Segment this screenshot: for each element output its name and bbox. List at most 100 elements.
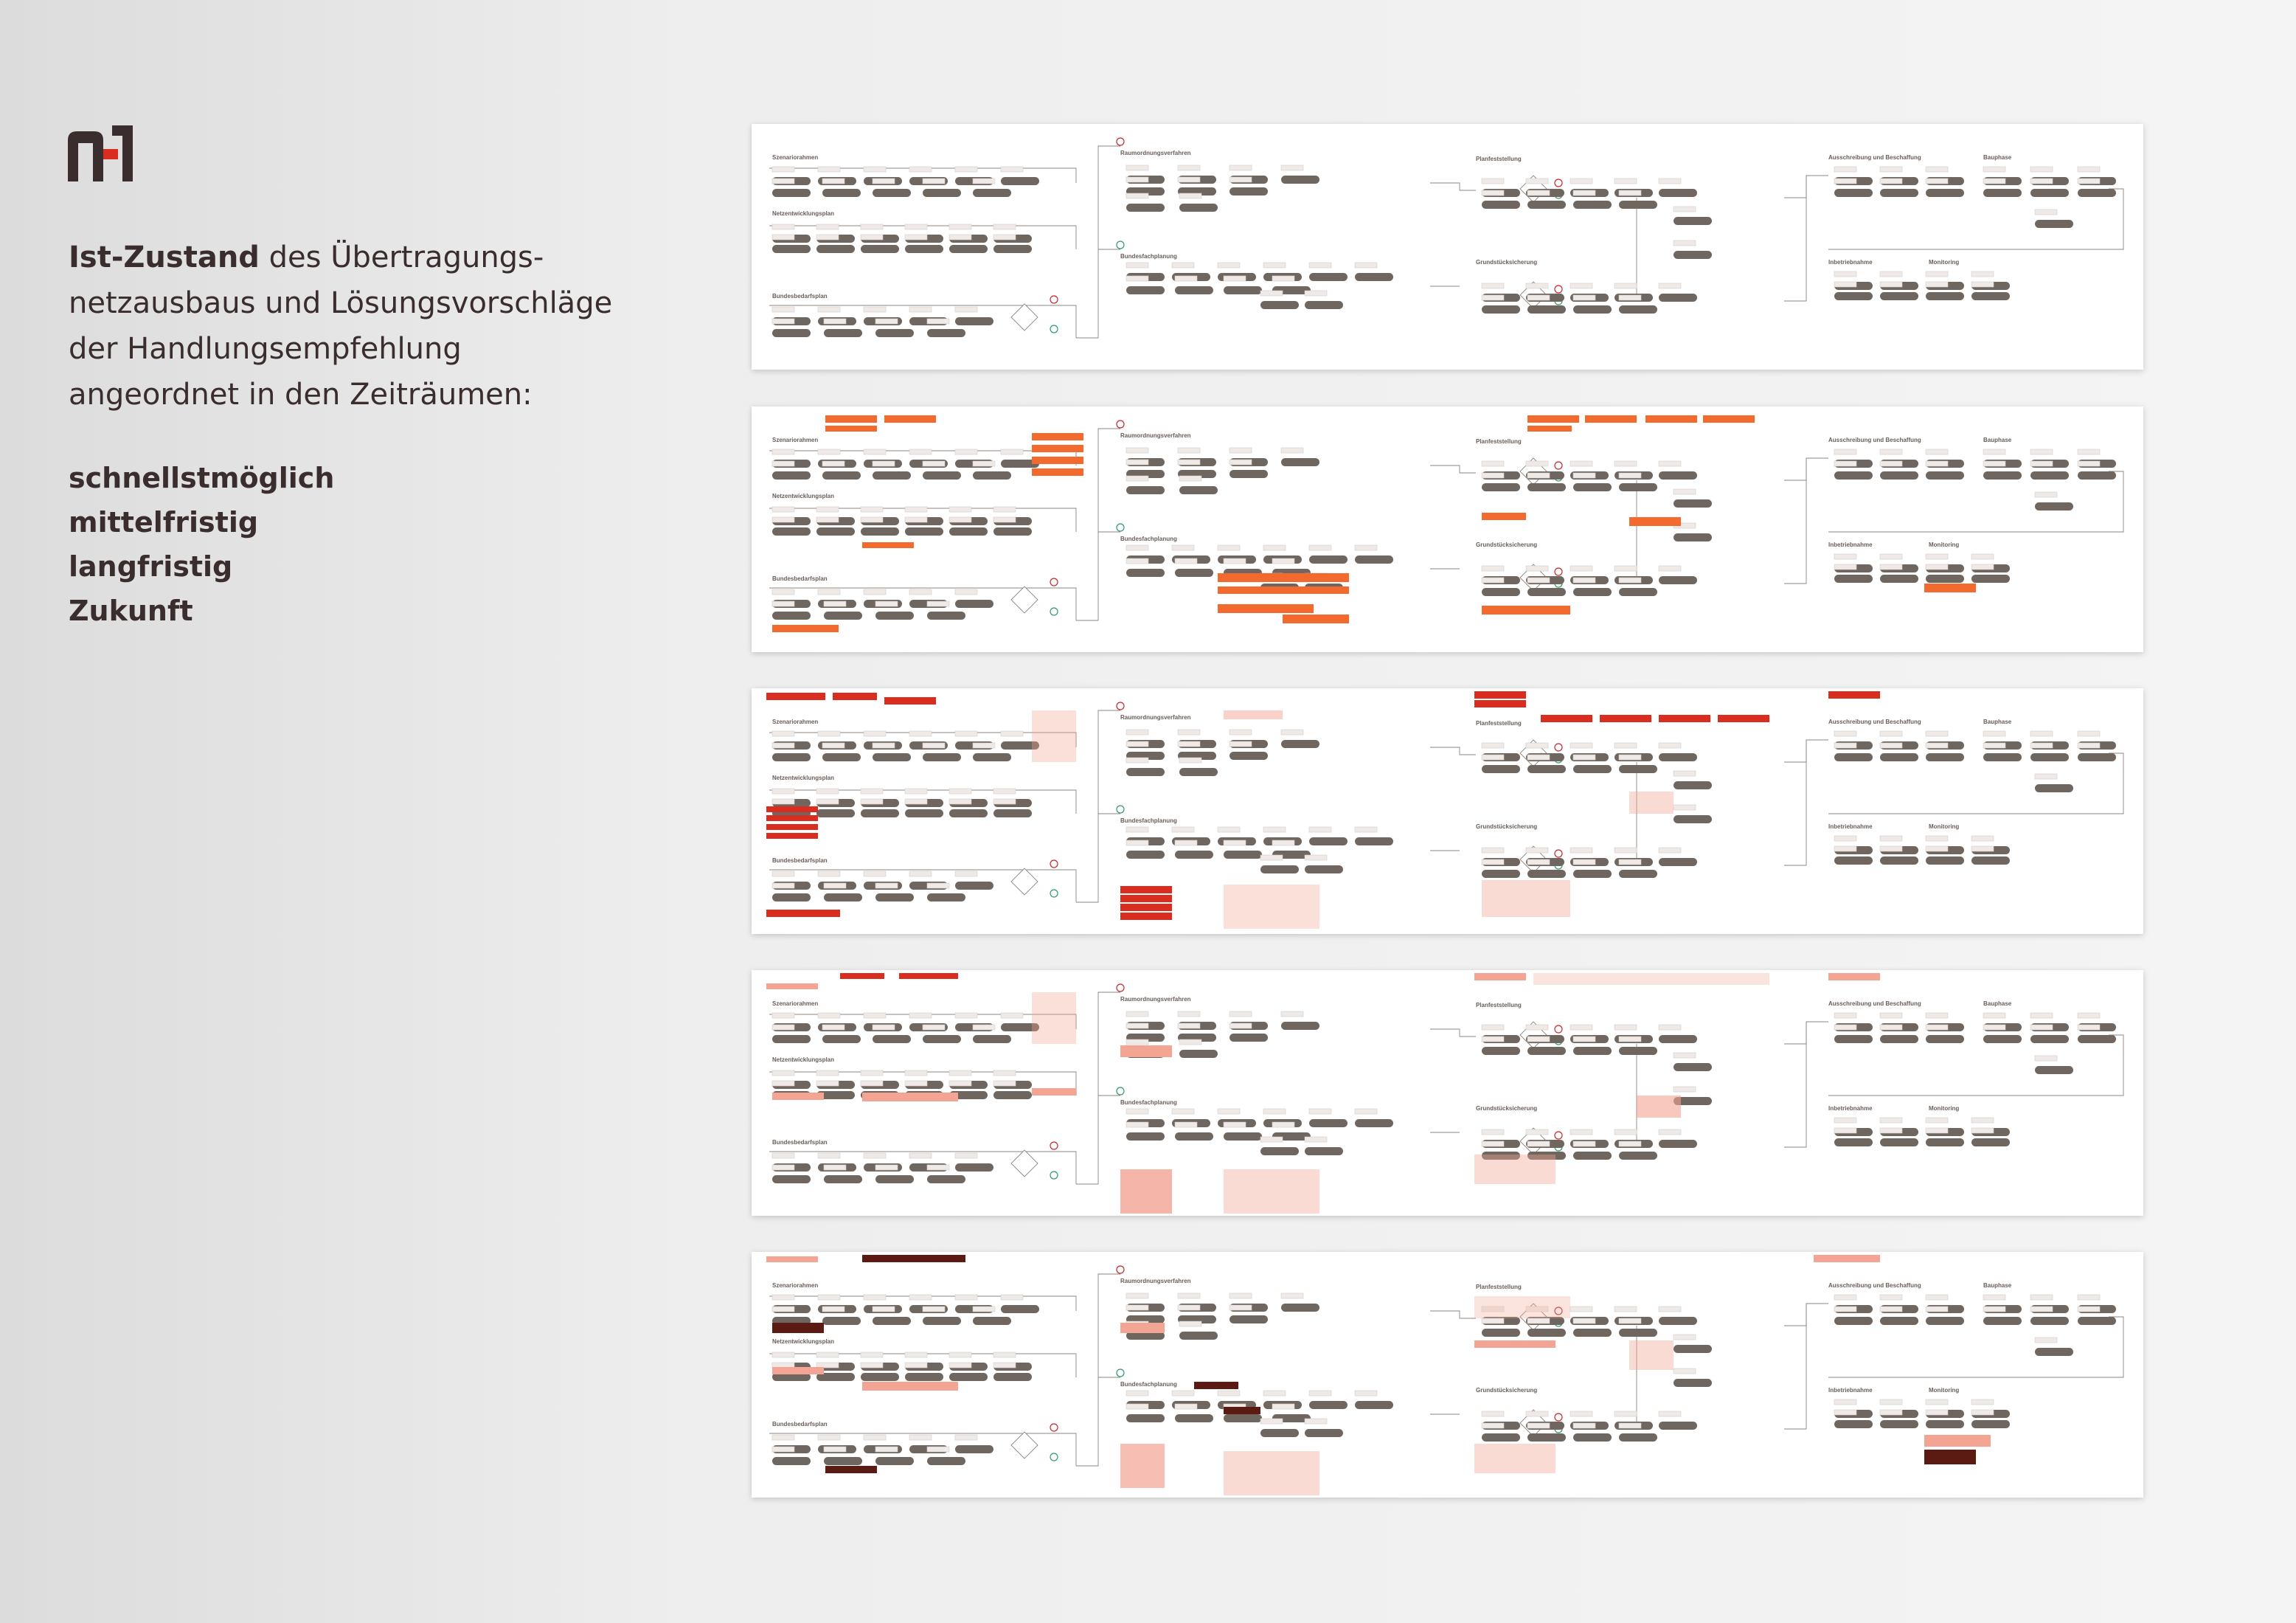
step-label [1354,262,1378,269]
step-label [948,1080,972,1087]
step-label [904,224,928,230]
step-label [1618,1318,1642,1324]
rejected-icon [1554,849,1563,858]
process-node [1001,741,1039,750]
process-node [1126,204,1165,212]
step-label [1527,1422,1550,1429]
process-node [1926,292,1964,300]
proposal-block [862,1255,965,1262]
step-label [1280,1292,1304,1299]
step-label [1126,1390,1149,1397]
process-node [1573,483,1612,491]
step-label [1527,577,1550,584]
step-label [993,1362,1016,1368]
process-node [973,189,1011,197]
step-label [1614,742,1637,749]
process-node [905,527,943,536]
process-node [1983,471,2022,480]
process-node [1674,499,1712,508]
step-label [2077,1294,2101,1301]
process-node [1281,1022,1319,1030]
step-label [1260,290,1283,297]
step-label [2030,730,2053,737]
step-label [1834,166,1857,173]
process-node [816,1373,855,1381]
process-node [1179,1050,1218,1058]
rejected-icon [1554,1413,1563,1422]
proposal-block [1718,715,1769,722]
proposal-block [840,973,884,979]
process-node [1834,1138,1873,1146]
step-label [1658,460,1682,467]
process-node [1983,1317,2022,1325]
proposal-block [1032,710,1076,762]
process-node [2035,1348,2073,1356]
step-label [2030,1012,2053,1019]
section-title: Inbetriebnahme [1828,1105,1873,1112]
rejected-icon [1554,1307,1563,1315]
step-label [1618,754,1642,761]
step-label [1572,190,1596,196]
step-label [926,882,950,889]
step-label [872,178,895,184]
process-node [973,1035,1011,1043]
section-title: Ausschreibung und Beschaffung [1828,437,1921,443]
process-node [1260,301,1299,309]
step-label [2030,449,2053,455]
step-label [1272,275,1295,282]
process-node [1305,1147,1343,1155]
process-node [822,1317,861,1325]
step-label [2030,742,2053,749]
proposal-block [1527,415,1579,423]
step-label [1177,1022,1201,1029]
process-node [861,527,899,536]
step-label [771,1434,795,1441]
process-node [1355,273,1393,281]
step-label [1925,1127,1949,1134]
step-label [771,871,795,877]
proposal-block [1283,615,1349,623]
rejected-icon [1554,567,1563,576]
step-label [1229,729,1252,736]
proposal-block [1032,992,1076,1044]
proposal-block [884,697,936,705]
step-label [1527,1318,1550,1324]
process-node [1527,1329,1566,1337]
intro-text: Ist-Zustand des Übertragungs-netzausbaus… [69,235,629,418]
section-title: Raumordnungsverfahren [1120,150,1191,156]
decision-diamond [1010,868,1038,896]
step-label [972,1306,996,1312]
proposal-block [766,693,825,700]
proposal-block [1224,885,1319,929]
section-title: Bauphase [1983,719,2012,725]
section-title: Planfeststellung [1476,156,1522,162]
process-node [1527,1047,1566,1055]
proposal-block [1474,700,1526,707]
step-label [863,306,887,313]
step-label [863,1012,887,1019]
process-node [905,245,943,253]
proposal-block [1482,880,1570,917]
process-node [873,189,911,197]
step-label [1308,1108,1332,1115]
process-node [1260,865,1299,873]
step-label [904,1070,928,1076]
step-label [1614,1024,1637,1031]
step-label [872,1024,895,1031]
period-item: Zukunft [69,595,193,627]
section-title: Netzentwicklungsplan [772,1338,834,1345]
step-label [875,318,898,325]
step-label [1658,742,1682,749]
step-label [860,506,884,513]
step-label [1879,271,1903,277]
step-label [1673,206,1696,212]
section-title: Raumordnungsverfahren [1120,432,1191,439]
connector-line [1828,1316,2124,1378]
connector-line [1430,747,1476,755]
process-node [1573,1047,1612,1055]
process-node [1834,1420,1873,1428]
step-label [1174,558,1198,564]
process-node [1309,837,1348,845]
step-label [1126,275,1149,282]
proposal-block [1120,895,1172,902]
